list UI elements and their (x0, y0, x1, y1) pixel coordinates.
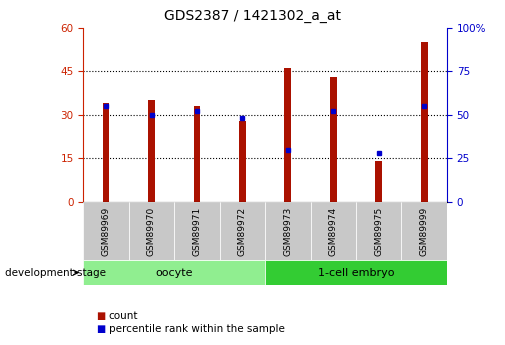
Bar (284, 68, 291, 202)
Text: ■: ■ (96, 311, 105, 321)
Text: ■: ■ (96, 325, 105, 334)
Text: percentile rank within the sample: percentile rank within the sample (109, 325, 284, 334)
Bar (239, 120, 246, 202)
Text: GSM89971: GSM89971 (192, 207, 201, 256)
Bar (148, 100, 155, 202)
Text: GSM89973: GSM89973 (283, 207, 292, 256)
Text: oocyte: oocyte (156, 268, 193, 277)
Bar (265, 202, 311, 260)
Text: GSM89970: GSM89970 (147, 207, 156, 256)
Bar (193, 106, 200, 202)
Text: 1-cell embryo: 1-cell embryo (318, 268, 394, 277)
Bar (174, 202, 220, 260)
Text: GSM89999: GSM89999 (420, 207, 429, 256)
Bar (83, 202, 129, 260)
Bar (220, 202, 265, 260)
Bar (103, 103, 110, 202)
Text: GDS2387 / 1421302_a_at: GDS2387 / 1421302_a_at (164, 9, 341, 23)
Text: GSM89974: GSM89974 (329, 207, 338, 256)
Text: count: count (109, 311, 138, 321)
Bar (330, 77, 337, 202)
Bar (265, 260, 447, 285)
Bar (375, 161, 382, 202)
Bar (401, 202, 447, 260)
Text: development stage: development stage (5, 268, 106, 277)
Bar (311, 202, 356, 260)
Text: GSM89969: GSM89969 (102, 207, 111, 256)
Bar (129, 202, 174, 260)
Bar (356, 202, 401, 260)
Text: GSM89975: GSM89975 (374, 207, 383, 256)
Text: GSM89972: GSM89972 (238, 207, 247, 256)
Bar (83, 260, 265, 285)
Bar (421, 42, 428, 202)
